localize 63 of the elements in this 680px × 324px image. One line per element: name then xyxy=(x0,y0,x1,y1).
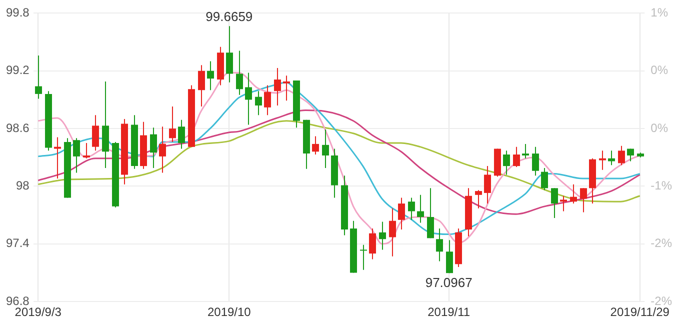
candlestick xyxy=(236,50,243,96)
y-tick-label: 99.2 xyxy=(6,63,30,78)
x-tick-label: 2019/10 xyxy=(207,305,252,320)
candlestick xyxy=(283,75,290,102)
y-tick-label: 99.8 xyxy=(6,6,30,20)
candlestick xyxy=(312,136,319,156)
candlestick xyxy=(274,67,281,106)
candlestick xyxy=(159,126,166,174)
candlestick xyxy=(255,90,262,116)
candlestick xyxy=(198,64,205,107)
x-tick-label: 2019/9/3 xyxy=(14,305,62,320)
candlestick xyxy=(178,119,185,150)
x-tick-label: 2019/11 xyxy=(428,305,470,320)
candlestick xyxy=(169,106,176,143)
candlestick xyxy=(369,228,376,260)
candlestick xyxy=(618,145,625,166)
candlestick xyxy=(436,228,443,262)
candlestick xyxy=(35,55,42,100)
line-series xyxy=(37,120,641,202)
candlestick xyxy=(580,188,587,213)
candlestick xyxy=(398,197,405,230)
candlestick xyxy=(408,197,415,220)
candlestick xyxy=(207,60,214,91)
candlestick xyxy=(570,184,577,204)
candlestick xyxy=(475,190,482,209)
candlestick xyxy=(560,195,567,212)
x-tick-label: 2019/11/29 xyxy=(610,305,670,320)
candlestick xyxy=(245,72,252,126)
y2-tick-label: -2% xyxy=(650,236,672,250)
candlestick xyxy=(627,148,634,162)
candlestick xyxy=(551,188,558,218)
candlestick xyxy=(150,127,157,168)
candlestick xyxy=(417,194,424,224)
candlestick xyxy=(446,240,453,274)
candlestick xyxy=(379,221,386,250)
y-tick-label: 98 xyxy=(16,178,30,193)
candlestick xyxy=(389,208,396,257)
candlestick xyxy=(541,167,548,191)
y-tick-label: 97.4 xyxy=(6,236,30,250)
y2-tick-label: 0% xyxy=(650,63,668,78)
candlestick xyxy=(83,142,90,159)
candlestick xyxy=(427,188,434,239)
y2-tick-label: -1% xyxy=(650,178,672,193)
candlestick xyxy=(322,129,329,168)
y2-tick-label: -2% xyxy=(650,294,672,308)
candlestick xyxy=(264,84,271,116)
candlestick xyxy=(92,114,99,152)
y2-tick-label: 1% xyxy=(650,6,668,20)
candlestick xyxy=(522,143,529,159)
line-series xyxy=(37,110,641,215)
candlestick xyxy=(599,150,606,170)
candlestick xyxy=(73,138,80,174)
y2-tick-label: 0% xyxy=(650,120,668,135)
candlestick xyxy=(484,166,491,204)
y-tick-label: 98.6 xyxy=(6,120,30,135)
annotation: 99.6659 xyxy=(206,9,253,24)
candlestick xyxy=(503,150,510,176)
y-tick-label: 96.8 xyxy=(6,294,30,308)
candlestick xyxy=(532,146,539,176)
candlestick xyxy=(360,244,367,270)
candlestick xyxy=(513,146,520,168)
candlestick xyxy=(226,26,233,83)
annotation: 97.0967 xyxy=(425,275,472,290)
